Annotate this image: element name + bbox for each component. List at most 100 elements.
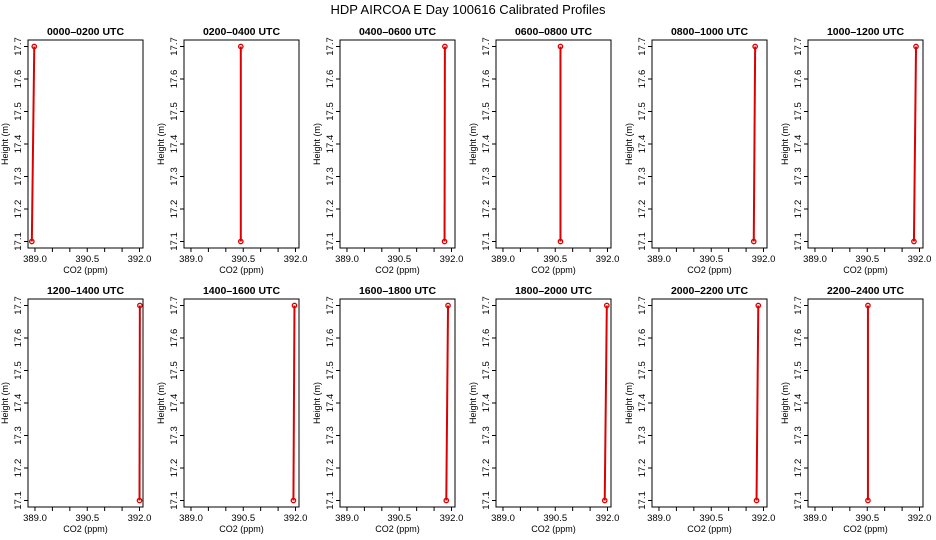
y-axis-label: Height (m) (312, 123, 322, 165)
y-tick-label: 17.4 (793, 394, 804, 413)
x-tick-label: 389.0 (491, 254, 515, 265)
panel-title: 0200–0400 UTC (203, 26, 280, 38)
y-tick-label: 17.3 (637, 167, 648, 186)
profile-line (292, 305, 296, 501)
y-tick-label: 17.1 (637, 491, 648, 510)
y-tick-label: 17.4 (169, 135, 180, 154)
profile-point (865, 497, 871, 504)
y-tick-label: 17.5 (325, 361, 336, 380)
y-tick-label: 17.2 (169, 200, 180, 219)
panel-title: 0800–1000 UTC (671, 26, 748, 38)
x-tick-label: 390.5 (855, 513, 879, 524)
y-axis-label: Height (m) (156, 382, 166, 424)
y-tick-label: 17.6 (793, 329, 804, 348)
plot-frame (339, 39, 456, 249)
x-axis-label: CO2 (ppm) (531, 265, 576, 275)
panel-title: 1800–2000 UTC (515, 285, 592, 297)
x-axis-label: CO2 (ppm) (843, 265, 888, 275)
profile-point (237, 43, 244, 50)
y-tick-label: 17.2 (325, 200, 336, 219)
y-tick-label: 17.4 (169, 394, 180, 413)
panel-6: 1000–1200 UTC 389.0 390.5 392.0 17.1 17.2 17.3… (780, 26, 931, 275)
x-tick-label: 392.0 (440, 254, 464, 265)
profile-point (603, 302, 610, 309)
panel-2: 0200–0400 UTC 389.0 390.5 392.0 17.1 17.2 17.3… (156, 26, 307, 275)
panel-5: 0800–1000 UTC 389.0 390.5 392.0 17.1 17.2 17.3… (624, 26, 775, 275)
panel-11: 2000–2200 UTC 389.0 390.5 392.0 17.1 17.2 17.3… (624, 285, 775, 534)
y-tick-label: 17.1 (637, 232, 648, 251)
panel-title: 0400–0600 UTC (359, 26, 436, 38)
panel-4: 0600–0800 UTC 389.0 390.5 392.0 17.1 17.2 17.3… (468, 26, 619, 275)
y-tick-label: 17.5 (637, 361, 648, 380)
y-tick-label: 17.4 (13, 394, 24, 413)
x-axis-label: CO2 (ppm) (687, 265, 732, 275)
y-tick-label: 17.1 (793, 491, 804, 510)
y-tick-label: 17.4 (325, 135, 336, 154)
y-tick-label: 17.6 (793, 70, 804, 89)
x-tick-label: 389.0 (335, 513, 359, 524)
y-tick-label: 17.7 (169, 296, 180, 315)
profile-point (291, 302, 298, 309)
panel-1: 0000–0200 UTC 389.0 390.5 392.0 17.1 17.2 17.3… (0, 26, 151, 275)
y-tick-label: 17.1 (325, 491, 336, 510)
plot-frame (651, 39, 768, 249)
y-tick-label: 17.6 (169, 70, 180, 89)
y-tick-label: 17.1 (481, 232, 492, 251)
y-tick-label: 17.7 (169, 37, 180, 56)
y-tick-label: 17.5 (481, 361, 492, 380)
x-tick-label: 392.0 (596, 513, 620, 524)
plot-frame (183, 298, 300, 508)
plot-frame (807, 39, 924, 249)
y-axis-label: Height (m) (780, 382, 790, 424)
y-tick-label: 17.1 (793, 232, 804, 251)
x-tick-label: 392.0 (908, 513, 932, 524)
y-axis-label: Height (m) (624, 123, 634, 165)
x-tick-label: 392.0 (284, 513, 308, 524)
y-tick-label: 17.3 (169, 426, 180, 445)
y-tick-label: 17.7 (13, 37, 24, 56)
profile-point (28, 238, 35, 245)
profile-point (752, 43, 759, 50)
y-axis-label: Height (m) (0, 382, 10, 424)
panel-7: 1200–1400 UTC 389.0 390.5 392.0 17.1 17.2 17.3… (0, 285, 151, 534)
profile-point (557, 238, 564, 245)
profile-point (31, 43, 38, 50)
x-tick-label: 392.0 (752, 254, 776, 265)
y-axis-label: Height (m) (312, 382, 322, 424)
profile-point (441, 238, 448, 245)
y-tick-label: 17.3 (325, 426, 336, 445)
y-tick-label: 17.3 (481, 167, 492, 186)
y-tick-label: 17.3 (13, 167, 24, 186)
plot-frame (339, 298, 456, 508)
x-axis-label: CO2 (ppm) (63, 524, 108, 534)
x-tick-label: 390.5 (699, 513, 723, 524)
x-tick-label: 390.5 (231, 513, 255, 524)
profile-line (30, 46, 36, 242)
y-tick-label: 17.2 (793, 200, 804, 219)
y-tick-label: 17.7 (793, 296, 804, 315)
x-tick-label: 389.0 (179, 513, 203, 524)
plot-frame (495, 298, 612, 508)
y-axis-label: Height (m) (0, 123, 10, 165)
y-tick-label: 17.2 (13, 459, 24, 478)
x-tick-label: 390.5 (699, 254, 723, 265)
y-tick-label: 17.6 (13, 329, 24, 348)
y-tick-label: 17.6 (13, 70, 24, 89)
y-tick-label: 17.3 (169, 167, 180, 186)
y-tick-label: 17.4 (325, 394, 336, 413)
panel-12: 2200–2400 UTC 389.0 390.5 392.0 17.1 17.2 17.3… (780, 285, 931, 534)
y-tick-label: 17.5 (793, 361, 804, 380)
y-tick-label: 17.3 (325, 167, 336, 186)
y-tick-label: 17.7 (793, 37, 804, 56)
x-tick-label: 389.0 (803, 513, 827, 524)
profile-point (750, 238, 757, 245)
y-tick-label: 17.2 (481, 459, 492, 478)
profile-point (755, 302, 762, 309)
x-tick-label: 389.0 (803, 254, 827, 265)
x-tick-label: 390.5 (75, 254, 99, 265)
panel-10: 1800–2000 UTC 389.0 390.5 392.0 17.1 17.2 17.3… (468, 285, 619, 534)
y-tick-label: 17.3 (793, 426, 804, 445)
profile-line (603, 305, 608, 501)
x-tick-label: 389.0 (23, 513, 47, 524)
x-axis-label: CO2 (ppm) (219, 524, 264, 534)
